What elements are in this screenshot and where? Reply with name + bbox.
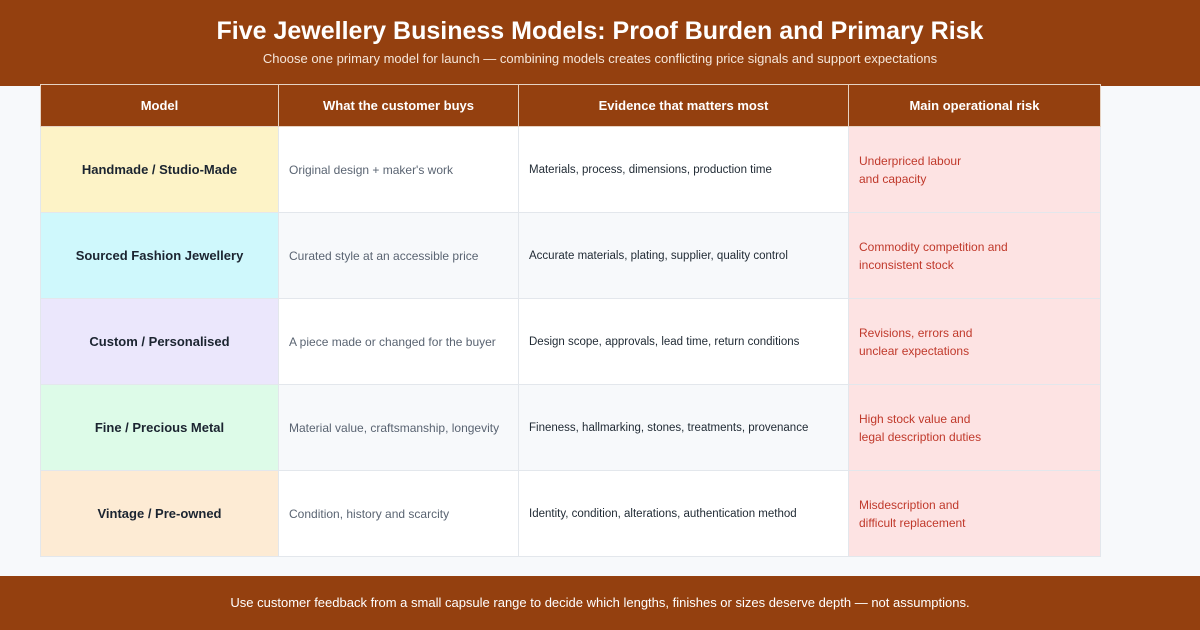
table-row: Fine / Precious Metal Material value, cr…: [40, 384, 1101, 471]
evidence-cell: Identity, condition, alterations, authen…: [518, 470, 849, 557]
table-row: Handmade / Studio-Made Original design +…: [40, 126, 1101, 213]
risk-text-line: Misdescription and: [859, 497, 960, 512]
risk-cell: High stock value and legal description d…: [848, 384, 1101, 471]
risk-text-line: High stock value and: [859, 411, 971, 426]
evidence-cell: Accurate materials, plating, supplier, q…: [518, 212, 849, 299]
risk-text-line: inconsistent stock: [859, 257, 954, 272]
risk-text-line: Underpriced labour: [859, 153, 962, 168]
column-header-evidence: Evidence that matters most: [518, 84, 849, 127]
risk-text-line: and capacity: [859, 171, 927, 186]
column-header-customer-buys: What the customer buys: [278, 84, 519, 127]
footer-note: Use customer feedback from a small capsu…: [230, 595, 970, 610]
model-cell: Sourced Fashion Jewellery: [40, 212, 279, 299]
model-cell: Fine / Precious Metal: [40, 384, 279, 471]
column-header-risk: Main operational risk: [848, 84, 1101, 127]
customer-buys-cell: Material value, craftsmanship, longevity: [278, 384, 519, 471]
table-row: Sourced Fashion Jewellery Curated style …: [40, 212, 1101, 299]
risk-text-line: Commodity competition and: [859, 239, 1008, 254]
risk-cell: Commodity competition and inconsistent s…: [848, 212, 1101, 299]
customer-buys-cell: Condition, history and scarcity: [278, 470, 519, 557]
model-cell: Custom / Personalised: [40, 298, 279, 385]
table-row: Vintage / Pre-owned Condition, history a…: [40, 470, 1101, 557]
model-cell: Vintage / Pre-owned: [40, 470, 279, 557]
table-header-row: Model What the customer buys Evidence th…: [40, 84, 1101, 127]
risk-text-line: difficult replacement: [859, 515, 966, 530]
customer-buys-cell: A piece made or changed for the buyer: [278, 298, 519, 385]
risk-cell: Revisions, errors and unclear expectatio…: [848, 298, 1101, 385]
customer-buys-cell: Original design + maker's work: [278, 126, 519, 213]
models-table: Model What the customer buys Evidence th…: [40, 84, 1101, 557]
page-subtitle: Choose one primary model for launch — co…: [262, 51, 938, 66]
risk-text-line: Revisions, errors and: [859, 325, 973, 340]
footer-banner: Use customer feedback from a small capsu…: [0, 576, 1200, 630]
page-title: Five Jewellery Business Models: Proof Bu…: [216, 17, 984, 45]
risk-text-line: unclear expectations: [859, 343, 970, 358]
table-row: Custom / Personalised A piece made or ch…: [40, 298, 1101, 385]
models-table-container: Model What the customer buys Evidence th…: [40, 84, 1101, 557]
evidence-cell: Fineness, hallmarking, stones, treatment…: [518, 384, 849, 471]
evidence-cell: Materials, process, dimensions, producti…: [518, 126, 849, 213]
risk-text-line: legal description duties: [859, 429, 982, 444]
risk-cell: Underpriced labour and capacity: [848, 126, 1101, 213]
model-cell: Handmade / Studio-Made: [40, 126, 279, 213]
header-banner: Five Jewellery Business Models: Proof Bu…: [0, 0, 1200, 86]
risk-cell: Misdescription and difficult replacement: [848, 470, 1101, 557]
customer-buys-cell: Curated style at an accessible price: [278, 212, 519, 299]
column-header-model: Model: [40, 84, 279, 127]
evidence-cell: Design scope, approvals, lead time, retu…: [518, 298, 849, 385]
